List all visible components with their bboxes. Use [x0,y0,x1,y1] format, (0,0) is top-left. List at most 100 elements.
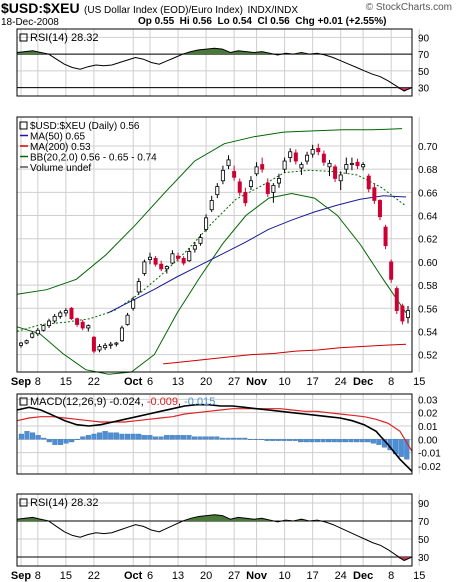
candle-down [394,288,399,311]
candle-up [47,320,52,327]
candle-up [35,329,40,335]
bb-lower-line [16,192,407,375]
candle-up [254,166,259,175]
macd-hist-bar [164,435,170,440]
macd-hist-bar [197,436,203,440]
macd-line [16,403,413,472]
candle-up [248,180,253,187]
y-tick-label: 0.52 [418,351,438,362]
candle-up [125,314,130,325]
x-tick-label: 15 [413,376,425,388]
macd-hist-bar [326,439,332,443]
candle-up [349,162,354,165]
x-tick-label: Dec [353,376,373,388]
rsi-bg [17,494,412,566]
macd-bg [17,394,412,474]
x-tick-label: 15 [413,570,425,582]
symbol-title: $USD:$XEU [1,0,80,16]
candle-down [333,166,338,179]
candle-down [389,261,394,280]
candle-up [288,151,293,158]
x-tick-label: Sep [11,376,31,388]
candle-down [176,255,181,259]
x-tick-label: 13 [172,376,184,388]
candle-down [400,305,405,322]
macd-hist-bar [270,439,276,441]
candle-up [310,149,315,155]
candle-up [52,315,57,322]
y-tick-label: 70 [418,50,430,61]
macd-hist-bar [91,433,97,440]
rsi-legend: RSI(14) 28.32 [30,32,98,44]
y-tick-label: 70 [418,517,430,528]
macd-hist-bar [203,436,209,440]
macd-hist-bar [247,439,253,440]
x-tick-label: 15 [60,376,72,388]
x-tick-label: 24 [335,376,347,388]
candle-down [355,161,360,167]
candle-up [63,310,68,314]
x-tick-label: 13 [172,570,184,582]
macd-hist-bar [124,433,131,440]
macd-legend-part: , [141,396,147,408]
macd-hist-bar [208,436,214,440]
candle-down [383,226,388,247]
x-tick-label: 15 [60,570,72,582]
x-tick-label: 8 [388,376,394,388]
candle-up [192,245,197,250]
macd-hist-bar [41,437,47,440]
candle-up [187,251,192,262]
candle-up [198,237,203,244]
macd-hist-bar [108,432,114,440]
macd-hist-bar [30,432,36,440]
price-legend-item: BB(20,2.0) 0.56 - 0.65 - 0.74 [30,153,157,164]
candle-up [344,164,349,170]
macd-hist-bar [186,435,192,440]
macd-hist-bar [141,435,147,440]
macd-hist-bar [97,432,103,440]
candle-up [136,281,141,293]
x-tick-label: 10 [278,570,290,582]
macd-hist-bar [69,439,75,443]
candle-down [372,187,377,201]
x-tick-label: 8 [388,570,394,582]
watermark: © StockCharts.com [365,2,452,13]
macd-signal-line [16,408,413,452]
y-tick-label: 0.62 [418,235,438,246]
macd-hist-bar [231,437,237,440]
macd-hist-bar [348,439,354,443]
macd-hist-bar [175,435,181,440]
rsi-panel-frame [16,28,413,97]
macd-hist-bar [309,439,315,443]
rsi-overbought-fill [17,514,412,521]
macd-hist-bar [314,439,320,443]
y-tick-label: 0.60 [418,258,438,269]
macd-hist-bar [147,435,153,440]
macd-hist-bar [264,439,270,441]
rsi-overbought-fill [17,48,412,55]
macd-legend-part: -0.009 [147,396,178,408]
candle-up [405,310,410,318]
macd-hist-bar [253,439,259,440]
y-tick-label: 0.70 [418,142,438,153]
x-tick-label: Oct [124,376,143,388]
legend-swatch [19,121,28,130]
y-tick-label: 30 [418,84,430,95]
candle-down [377,200,382,218]
x-tick-label: Nov [246,376,268,388]
macd-hist-bar [286,439,293,441]
macd-hist-bar [376,439,382,445]
y-tick-label: 0.54 [418,327,438,338]
macd-legend-part: MACD(12,26,9) [30,396,109,408]
y-tick-label: 0.58 [418,281,438,292]
y-tick-label: 0.02 [418,409,438,420]
macd-hist-bar [85,435,91,440]
x-tick-label: 6 [147,570,153,582]
macd-hist-bar [180,435,186,440]
candle-down [75,318,80,325]
legend-swatch [19,498,28,507]
candle-down [159,263,164,270]
candle-down [260,164,265,170]
candle-up [18,342,23,346]
